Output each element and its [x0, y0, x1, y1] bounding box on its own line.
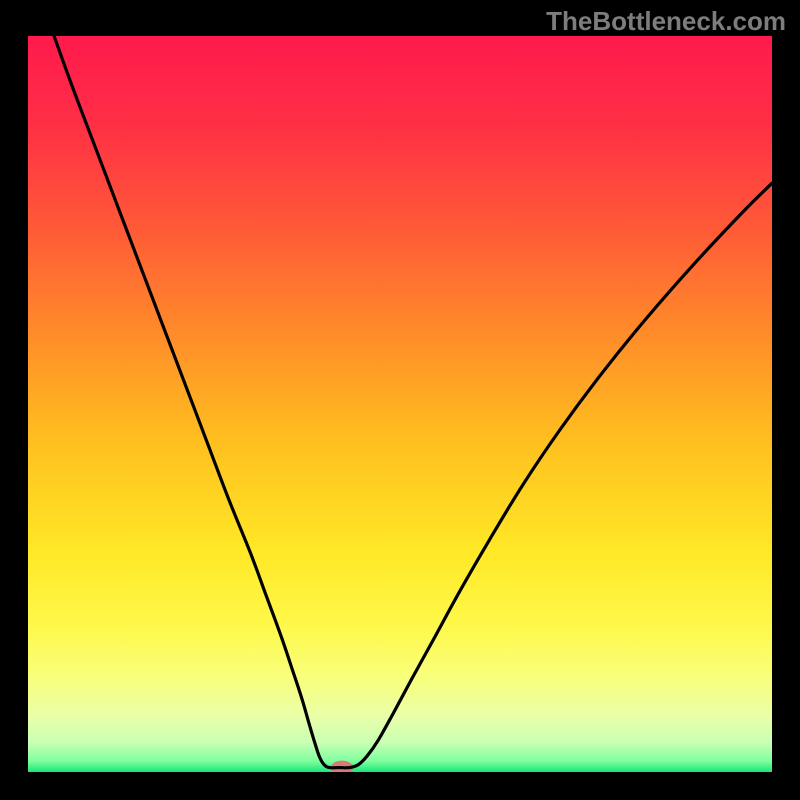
watermark-text: TheBottleneck.com [546, 6, 786, 37]
chart-overlay [28, 36, 772, 772]
chart-plot-area [28, 36, 772, 772]
bottleneck-curve [54, 36, 772, 768]
